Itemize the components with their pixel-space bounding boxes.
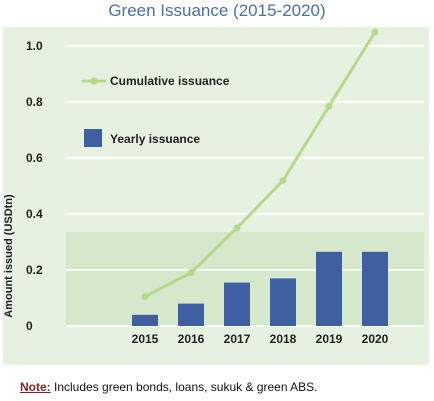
x-tick-label: 2019 bbox=[316, 332, 343, 346]
legend-label-yearly: Yearly issuance bbox=[110, 132, 200, 146]
x-tick-label: 2017 bbox=[224, 332, 251, 346]
cumulative-line bbox=[144, 31, 377, 298]
bar-2018 bbox=[270, 278, 296, 326]
footnote-label: Note: bbox=[20, 380, 51, 394]
legend-line-marker bbox=[90, 77, 98, 85]
bar-2015 bbox=[132, 314, 158, 326]
y-tick-label: 0.8 bbox=[26, 95, 43, 109]
cumulative-point-2018 bbox=[279, 176, 287, 184]
bar-2016 bbox=[178, 303, 204, 326]
x-tick-label: 2020 bbox=[362, 332, 389, 346]
x-tick-label: 2016 bbox=[178, 332, 205, 346]
y-tick-label: 0.4 bbox=[26, 207, 43, 221]
cumulative-point-2020 bbox=[371, 28, 379, 36]
legend-label-cumulative: Cumulative issuance bbox=[110, 74, 230, 88]
y-tick-label: 0 bbox=[26, 319, 33, 333]
legend-bar-swatch bbox=[84, 129, 102, 147]
cumulative-point-2015 bbox=[141, 293, 149, 301]
bar-2017 bbox=[224, 282, 250, 326]
bar-2020 bbox=[362, 251, 388, 326]
y-tick-label: 0.2 bbox=[26, 263, 43, 277]
y-tick-label: 1.0 bbox=[26, 39, 43, 53]
chart-title: Green Issuance (2015-2020) bbox=[108, 1, 326, 20]
cumulative-point-2016 bbox=[187, 269, 195, 277]
x-tick-label: 2018 bbox=[270, 332, 297, 346]
x-tick-label: 2015 bbox=[132, 332, 159, 346]
bar-2019 bbox=[316, 251, 342, 326]
footnote: Note: Includes green bonds, loans, sukuk… bbox=[20, 379, 318, 395]
footnote-text: Includes green bonds, loans, sukuk & gre… bbox=[50, 380, 318, 394]
cumulative-point-2017 bbox=[233, 224, 241, 232]
y-axis-label: Amount issued (USDtn) bbox=[3, 194, 15, 318]
y-tick-label: 0.6 bbox=[26, 151, 43, 165]
cumulative-point-2019 bbox=[325, 102, 333, 110]
